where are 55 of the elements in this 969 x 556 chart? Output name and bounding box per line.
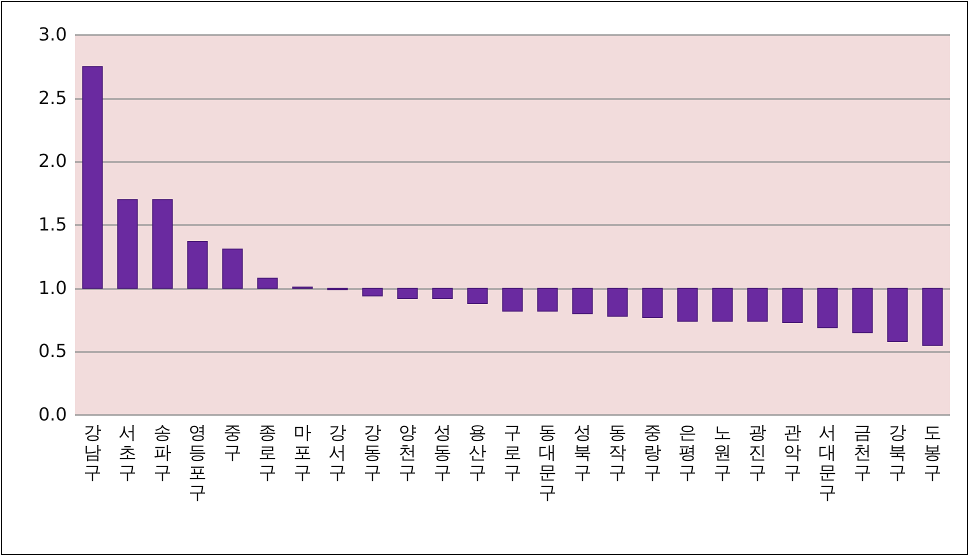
- x-tick-label: 서대문구: [818, 422, 836, 504]
- x-tick-label: 용산구: [468, 422, 486, 484]
- bar: [607, 288, 628, 317]
- bar: [677, 288, 698, 322]
- x-tick-label: 중구: [224, 422, 242, 464]
- x-tick-label: 노원구: [714, 422, 732, 484]
- x-tick-label: 성북구: [574, 422, 592, 484]
- y-tick-label: 1.0: [38, 278, 67, 299]
- bar: [572, 288, 593, 314]
- bar: [782, 288, 803, 324]
- bar: [537, 288, 558, 312]
- bar: [152, 199, 173, 289]
- bar: [432, 288, 453, 299]
- y-tick-label: 2.5: [38, 88, 67, 109]
- x-tick-label: 동대문구: [538, 422, 556, 504]
- x-tick-label: 종로구: [258, 422, 276, 484]
- x-tick-label: 중랑구: [644, 422, 662, 484]
- bar: [187, 240, 208, 289]
- bar: [82, 66, 103, 289]
- y-tick-label: 0.0: [38, 404, 67, 426]
- x-tick-label: 강동구: [364, 422, 382, 484]
- x-tick-label: 도봉구: [924, 422, 942, 484]
- bar: [817, 288, 838, 328]
- x-tick-label: 은평구: [678, 422, 696, 484]
- bar: [887, 288, 908, 342]
- bar: [642, 288, 663, 318]
- x-tick-label: 금천구: [854, 422, 872, 484]
- x-tick-label: 송파구: [154, 422, 172, 484]
- bar: [257, 278, 278, 289]
- x-tick-label: 강남구: [84, 422, 102, 484]
- bar: [222, 248, 243, 289]
- bar: [747, 288, 768, 322]
- x-tick-label: 강서구: [328, 422, 346, 484]
- x-tick-label: 구로구: [504, 422, 522, 484]
- bar: [397, 288, 418, 299]
- x-tick-label: 동작구: [608, 422, 626, 484]
- x-tick-label: 강북구: [888, 422, 906, 484]
- x-tick-label: 양천구: [398, 422, 416, 484]
- x-tick-label: 광진구: [748, 422, 766, 484]
- x-tick-label: 서초구: [118, 422, 136, 484]
- x-tick-label: 마포구: [294, 422, 312, 484]
- bar: [467, 288, 488, 304]
- y-tick-label: 1.5: [38, 214, 67, 236]
- x-tick-label: 관악구: [784, 422, 802, 484]
- bar: [922, 288, 943, 346]
- bar: [117, 199, 138, 289]
- y-tick-label: 2.0: [38, 151, 67, 172]
- y-tick-label: 3.0: [38, 24, 67, 46]
- bar: [502, 288, 523, 312]
- x-tick-label: 영등포구: [188, 422, 206, 504]
- bar: [362, 288, 383, 296]
- bar: [852, 288, 873, 334]
- y-tick-label: 0.5: [38, 341, 67, 362]
- x-tick-label: 성동구: [434, 422, 452, 484]
- bar: [712, 288, 733, 322]
